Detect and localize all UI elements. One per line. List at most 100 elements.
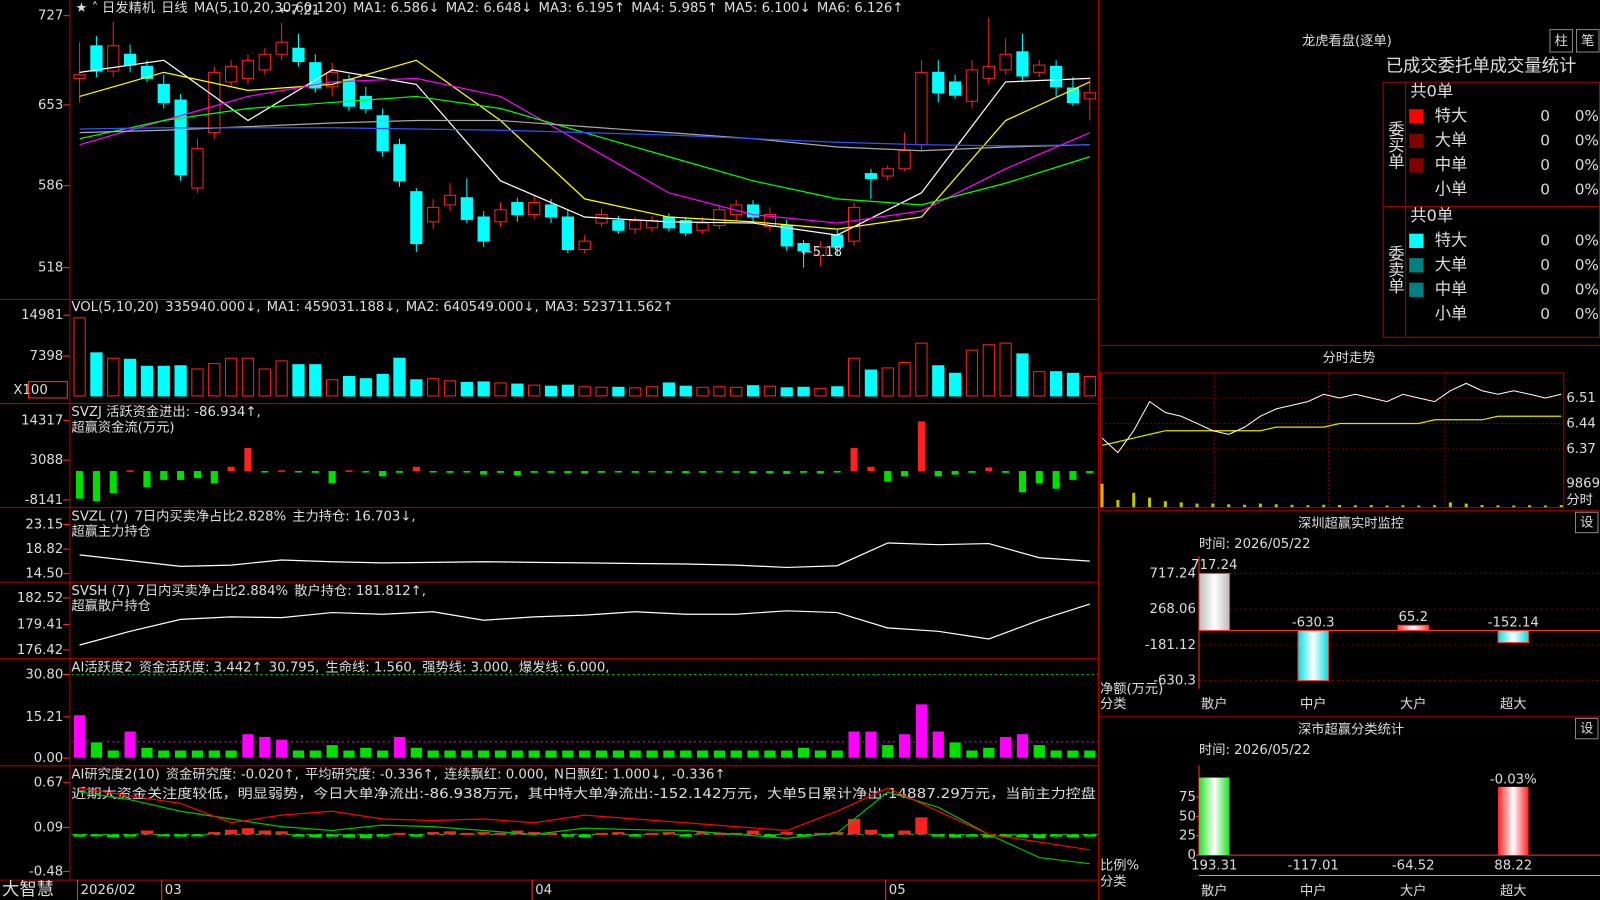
flow-bar (1018, 471, 1027, 493)
flow-bar (749, 471, 757, 474)
candle-body (225, 65, 238, 83)
active-bar (123, 730, 137, 759)
active-bar (998, 735, 1013, 759)
row-pct: 0% (1575, 131, 1599, 149)
indicator-text: 主力持仓: 16.703↓, (292, 508, 415, 524)
candle-body (982, 65, 995, 79)
avg-line (1101, 415, 1562, 446)
candle-body (191, 147, 204, 189)
net-bar (1198, 572, 1231, 631)
active-bar (477, 749, 491, 759)
y-tick-label: 23.15 (25, 517, 63, 532)
active-bar (224, 749, 238, 759)
y-tick-label: 727 (38, 9, 63, 24)
research-bar (629, 834, 642, 837)
flow-bar (934, 471, 942, 477)
active-bar (847, 730, 861, 759)
candle-body (544, 204, 558, 218)
total-label: 88.22 (1494, 858, 1532, 873)
active-bar (965, 749, 979, 759)
active-bar (931, 730, 945, 759)
research-bar (561, 834, 574, 837)
active-bar (1083, 749, 1097, 759)
button[interactable] (1575, 511, 1599, 534)
candle-body (696, 222, 709, 231)
ma-line (79, 59, 1090, 236)
flow-bar (126, 470, 134, 472)
flow-bar (1002, 471, 1010, 473)
flow-bar (480, 471, 488, 475)
intraday-volume (1274, 504, 1278, 508)
button[interactable] (1549, 29, 1573, 53)
intraday-volume (1195, 503, 1199, 508)
indicator-text: MA1: 6.586↓ (353, 1, 440, 16)
holding-line (79, 603, 1090, 646)
volume-bar (612, 386, 625, 397)
volume-bar (578, 386, 591, 397)
row-label: 特大 (1435, 230, 1468, 249)
flow-bar (210, 471, 218, 484)
row-count: 0 (1540, 131, 1550, 149)
y-tick-label: 586 (38, 179, 63, 194)
volume-bar (932, 365, 945, 397)
intraday-volume (1464, 503, 1468, 508)
legend-swatch (1409, 158, 1424, 173)
candle-body (73, 74, 86, 79)
group-total: 共0单 (1410, 81, 1453, 100)
flow-bar (1086, 471, 1094, 474)
active-bar (342, 749, 356, 759)
y-tick-label: 30.80 (25, 667, 63, 682)
research-line (79, 787, 1090, 851)
candle-body (915, 71, 928, 146)
candle-body (309, 62, 322, 89)
research-bar (208, 832, 221, 835)
value-label: -152.14 (1488, 615, 1539, 630)
y-tick-label: 7398 (30, 349, 64, 364)
indicator-text: MA1: 459031.188↓, (267, 300, 400, 315)
y-tick-label: 653 (38, 98, 63, 113)
annotation: -0.03% (1490, 773, 1537, 788)
active-bar (157, 749, 171, 759)
row-label: 大单 (1435, 130, 1468, 149)
active-bar (594, 749, 609, 759)
candle-body (528, 202, 541, 216)
research-bar (258, 830, 271, 835)
flow-bar (648, 471, 656, 473)
flow-bar (1069, 471, 1077, 480)
flow-bar (294, 471, 303, 473)
candle-body (612, 220, 625, 231)
research-bar (797, 834, 810, 837)
indicator-text: MA2: 6.648↓ (446, 1, 533, 16)
research-bar (393, 832, 406, 835)
flow-bar (496, 471, 505, 473)
active-bar (662, 749, 676, 759)
panel-title: 分时走势 (1322, 350, 1375, 366)
active-bar (611, 749, 625, 759)
button[interactable] (1576, 29, 1600, 53)
button[interactable] (1575, 717, 1599, 740)
volume-bar (460, 381, 473, 397)
candle-body (965, 69, 979, 102)
intraday-volume (1306, 505, 1310, 508)
research-bar (528, 832, 541, 835)
category-label: 中户 (1300, 695, 1327, 712)
volume-bar (241, 357, 255, 397)
ratio-bar (1497, 786, 1529, 856)
value-label: -630.3 (1292, 615, 1335, 630)
active-bar (763, 749, 777, 759)
flow-bar (429, 471, 437, 473)
ratio-bar (1198, 777, 1230, 856)
indicator-text: 散户持仓: 181.812↑, (294, 582, 426, 599)
intraday-volume (1559, 505, 1563, 508)
candle-body (746, 204, 760, 218)
axis-title: 分类 (1100, 696, 1127, 712)
y-tick-label: 14981 (21, 308, 63, 323)
candle-body (898, 150, 911, 170)
active-bar (561, 749, 575, 759)
research-bar (1066, 834, 1080, 838)
button-label: 笔 (1581, 33, 1594, 49)
research-bar (578, 834, 591, 838)
y-tick-label: 6.44 (1566, 416, 1596, 431)
volume-bar (965, 349, 979, 397)
research-bar (679, 834, 692, 837)
